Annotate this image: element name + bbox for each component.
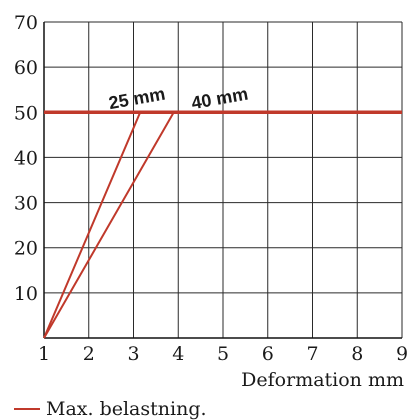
annotation-label: 25 mm <box>107 84 167 114</box>
y-tick-labels: 10 20 30 40 50 60 70 <box>14 12 38 305</box>
x-axis-label: Deformation mm <box>241 369 404 391</box>
y-tick-label: 30 <box>14 193 38 215</box>
y-tick-label: 20 <box>14 238 38 260</box>
legend-label: Max. belastning. <box>46 398 207 420</box>
y-tick-label: 10 <box>14 283 38 305</box>
grid <box>43 21 403 338</box>
x-tick-label: 4 <box>172 343 184 365</box>
x-tick-label: 2 <box>83 343 95 365</box>
y-tick-label: 60 <box>14 57 38 79</box>
x-tick-label: 6 <box>262 343 274 365</box>
axes <box>43 22 402 339</box>
x-tick-label: 9 <box>396 343 408 365</box>
annotation-label: 40 mm <box>190 84 250 114</box>
y-tick-label: 70 <box>14 12 38 34</box>
x-tick-labels: 1 2 3 4 5 6 7 8 9 <box>38 343 408 365</box>
y-tick-label: 40 <box>14 147 38 169</box>
x-tick-label: 3 <box>127 343 139 365</box>
x-tick-label: 1 <box>38 343 50 365</box>
x-tick-label: 7 <box>306 343 318 365</box>
x-tick-label: 8 <box>351 343 363 365</box>
y-tick-label: 50 <box>14 102 38 124</box>
legend: Max. belastning. <box>14 398 207 420</box>
series-group <box>43 110 402 339</box>
x-tick-label: 5 <box>217 343 229 365</box>
